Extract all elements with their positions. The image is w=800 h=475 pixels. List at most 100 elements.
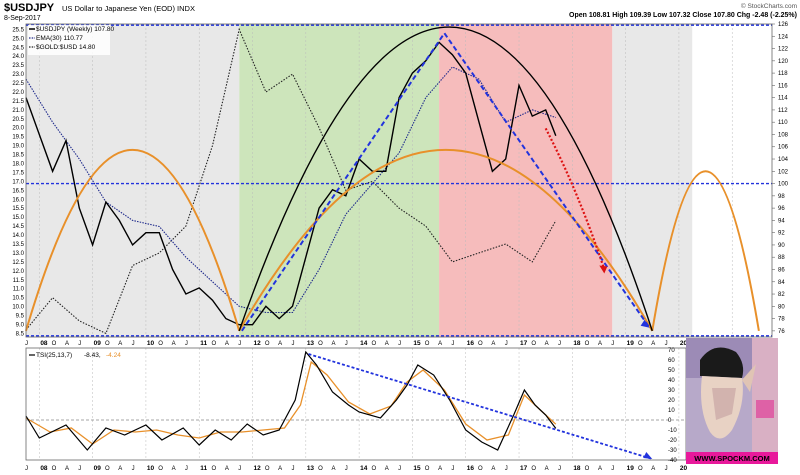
price-month-tick: O bbox=[318, 341, 323, 347]
tsi-legend: TSI(25,13,7) -8.43, -4.24 bbox=[29, 352, 121, 359]
tsi-panel: 70 60 50 40 30 20 10 0 -10 -20 -30 -40 TSI(25,13,7)… bbox=[25, 347, 687, 464]
tsi-month-tick: A bbox=[172, 466, 176, 472]
price-month-tick: O bbox=[52, 341, 57, 347]
price-month-tick: O bbox=[105, 341, 110, 347]
price-month-tick: A bbox=[65, 341, 69, 347]
price-month-tick: J bbox=[451, 341, 454, 347]
portrait-ear bbox=[742, 364, 756, 392]
tsi-month-tick: A bbox=[118, 466, 122, 472]
tsi-month-tick: J bbox=[558, 466, 561, 472]
tsi-series bbox=[25, 350, 686, 451]
price-annotations bbox=[25, 24, 772, 337]
price-month-tick: O bbox=[425, 341, 430, 347]
left-tick-label: 15.5 bbox=[12, 206, 24, 212]
left-tick-label: 22.0 bbox=[12, 90, 24, 96]
left-tick-label: 24.5 bbox=[12, 45, 24, 51]
tsi-tick-label: 30 bbox=[668, 388, 675, 394]
spock-artwork: WWW.SPOCKM.COM bbox=[686, 338, 778, 464]
usdjpy-price-line bbox=[25, 41, 557, 326]
black-arc bbox=[238, 26, 653, 332]
tsi-annotations bbox=[308, 353, 653, 460]
portrait-hair bbox=[700, 347, 744, 378]
orange-arc-0 bbox=[25, 148, 241, 332]
tsi-month-tick: A bbox=[331, 466, 335, 472]
left-tick-label: 21.0 bbox=[12, 108, 24, 114]
right-tick-label: 112 bbox=[778, 108, 788, 114]
legend: $USDJPY (Weekly) 107.80 EMA(30) 110.77 $… bbox=[28, 25, 115, 55]
tsi-tick-label: 0 bbox=[668, 418, 672, 424]
price-month-tick: J bbox=[558, 341, 561, 347]
price-month-tick: J bbox=[25, 341, 28, 347]
right-tick-label: 84 bbox=[778, 280, 785, 286]
tsi-month-tick: O bbox=[425, 466, 430, 472]
tsi-month-tick: J bbox=[25, 466, 28, 472]
price-month-tick: A bbox=[598, 341, 602, 347]
left-tick-label: 21.5 bbox=[12, 99, 24, 105]
price-month-tick: O bbox=[585, 341, 590, 347]
right-tick-label: 104 bbox=[778, 157, 789, 163]
left-tick-label: 13.5 bbox=[12, 242, 24, 248]
artwork-tint-right bbox=[752, 338, 778, 458]
right-tick-label: 114 bbox=[778, 96, 788, 102]
chart-date: 8-Sep-2017 bbox=[4, 15, 41, 22]
tsi-tick-label: 50 bbox=[668, 368, 675, 374]
symbol-description: US Dollar to Japanese Yen (EOD) INDX bbox=[62, 4, 195, 13]
tsi-month-tick: J bbox=[611, 466, 614, 472]
left-tick-label: 25.5 bbox=[12, 27, 24, 33]
tsi-year-16: 16 bbox=[467, 465, 475, 472]
right-tick-label: 78 bbox=[778, 317, 785, 323]
tsi-month-tick: A bbox=[65, 466, 69, 472]
tsi-legend-value: -8.43, bbox=[84, 352, 101, 359]
left-tick-label: 19.5 bbox=[12, 135, 24, 141]
tsi-signal-line bbox=[25, 360, 557, 445]
price-month-tick: A bbox=[385, 341, 389, 347]
right-tick-label: 94 bbox=[778, 218, 785, 224]
left-tick-label: 17.0 bbox=[12, 179, 24, 185]
price-series bbox=[25, 27, 557, 335]
tsi-month-tick: J bbox=[185, 466, 188, 472]
symbol-title: $USDJPY bbox=[4, 2, 55, 14]
tsi-year-08: 08 bbox=[40, 465, 48, 472]
price-month-tick: A bbox=[172, 341, 176, 347]
red-arrowhead bbox=[599, 265, 608, 274]
price-month-tick: A bbox=[118, 341, 122, 347]
left-tick-label: 23.0 bbox=[12, 72, 24, 78]
right-tick-label: 118 bbox=[778, 71, 788, 77]
tsi-month-tick: O bbox=[371, 466, 376, 472]
price-month-tick: J bbox=[185, 341, 188, 347]
artwork-accent-pink bbox=[756, 400, 774, 418]
right-tick-label: 100 bbox=[778, 182, 789, 188]
right-tick-label: 110 bbox=[778, 120, 788, 126]
quote-line: Open 108.81 High 109.39 Low 107.32 Close… bbox=[569, 12, 797, 19]
red-dotted-arrow bbox=[544, 127, 606, 270]
tsi-tick-label: 40 bbox=[668, 378, 675, 384]
left-tick-label: 18.5 bbox=[12, 153, 24, 159]
tsi-tick-label: -30 bbox=[668, 448, 677, 454]
zone-grey-2 bbox=[26, 24, 240, 337]
left-tick-label: 19.0 bbox=[12, 144, 24, 150]
orange-arc-1 bbox=[238, 149, 654, 332]
price-year-18: 18 bbox=[573, 340, 581, 347]
left-tick-label: 18.0 bbox=[12, 162, 24, 168]
tsi-year-14: 14 bbox=[360, 465, 368, 472]
gold-ratio-line bbox=[25, 27, 557, 335]
tsi-tick-label: 10 bbox=[668, 408, 675, 414]
right-tick-label: 106 bbox=[778, 145, 789, 151]
tsi-month-tick: A bbox=[438, 466, 442, 472]
zone-red-1 bbox=[439, 24, 613, 337]
price-x-axis: 0809101112131415161718192021JOAJOAJOAJOA… bbox=[25, 340, 762, 347]
right-tick-label: 90 bbox=[778, 243, 785, 249]
price-panel-border bbox=[25, 23, 773, 338]
ema30-line bbox=[25, 66, 556, 314]
price-month-tick: J bbox=[398, 341, 401, 347]
tsi-year-17: 17 bbox=[520, 465, 528, 472]
tsi-tick-label: -20 bbox=[668, 438, 677, 444]
left-tick-label: 12.0 bbox=[12, 269, 24, 275]
left-tick-label: 10.0 bbox=[12, 305, 24, 311]
tsi-month-tick: A bbox=[385, 466, 389, 472]
price-year-10: 10 bbox=[147, 340, 155, 347]
price-month-tick: A bbox=[491, 341, 495, 347]
left-tick-label: 16.0 bbox=[12, 197, 24, 203]
tsi-year-12: 12 bbox=[254, 465, 262, 472]
right-axis: 76 78 80 82 84 86 88 90 92 94 96 98 100 102 104 106 108 1… bbox=[772, 22, 789, 335]
